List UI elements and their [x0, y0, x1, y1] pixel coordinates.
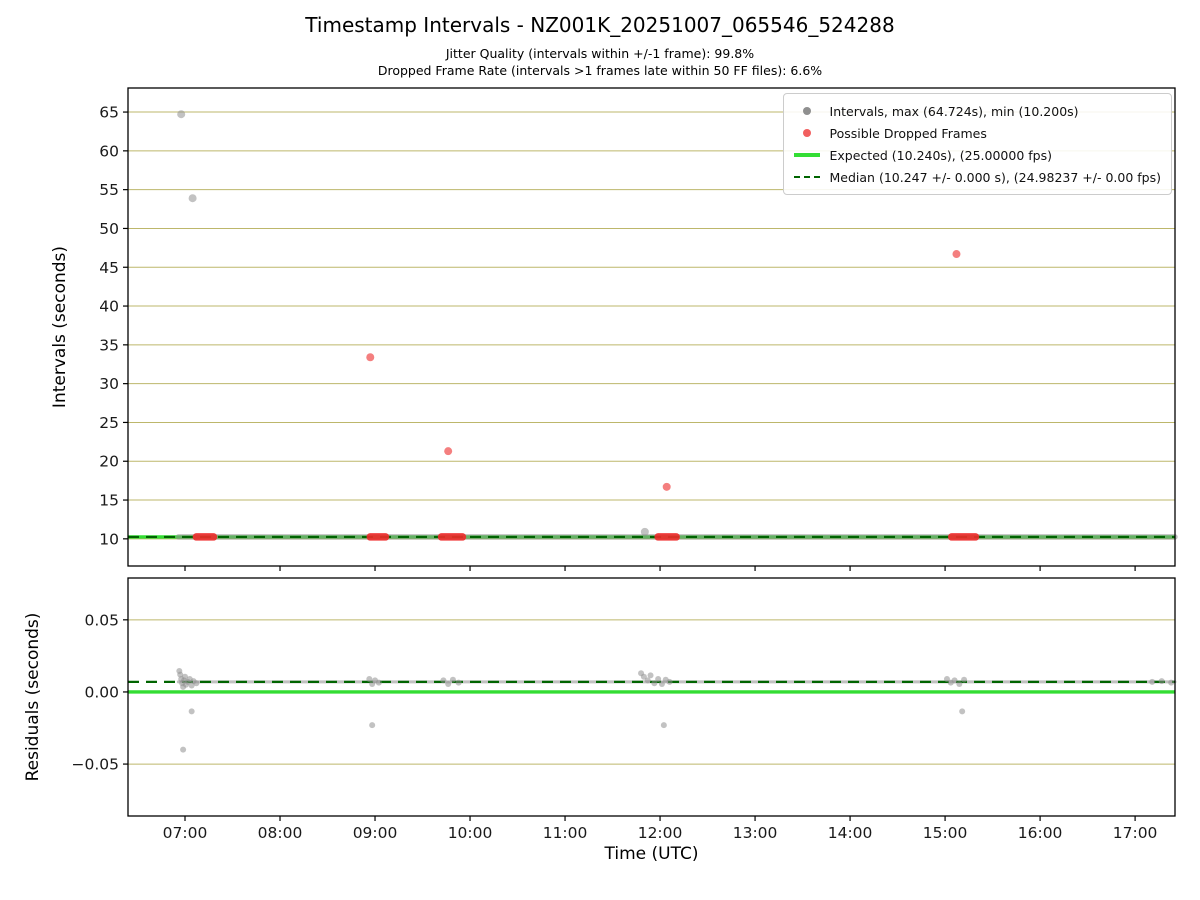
interval-point — [182, 673, 189, 680]
interval-point — [956, 681, 963, 688]
interval-point — [449, 676, 456, 683]
tick-label: 13:00 — [733, 824, 778, 842]
legend-entry: Intervals, max (64.724s), min (10.200s) — [792, 100, 1161, 122]
x-axis-label-time-utc: Time (UTC) — [604, 844, 699, 864]
interval-point — [951, 677, 958, 684]
interval-point — [1168, 679, 1175, 686]
axes-spines — [127, 577, 1176, 817]
interval-point — [366, 675, 373, 682]
chart-subtitle-jitter-quality: Jitter Quality (intervals within +/-1 fr… — [445, 46, 755, 61]
legend: Intervals, max (64.724s), min (10.200s) P… — [782, 93, 1172, 195]
tick-label: 30 — [99, 375, 119, 393]
tick-label: 14:00 — [828, 824, 873, 842]
tick-label: 20 — [99, 453, 119, 471]
tick-label: 60 — [99, 142, 119, 160]
interval-point — [177, 110, 186, 119]
interval-point — [193, 680, 200, 687]
interval-point — [375, 679, 382, 686]
tick-label: 0.00 — [84, 683, 119, 701]
interval-point — [188, 708, 195, 715]
dropped-frame-point — [952, 250, 961, 259]
interval-point — [651, 680, 658, 687]
interval-point — [959, 708, 966, 715]
interval-point — [455, 679, 462, 686]
dashed-line-legend-icon — [792, 176, 822, 178]
interval-point — [961, 676, 968, 683]
tick-label: 08:00 — [258, 824, 303, 842]
interval-point — [369, 722, 376, 729]
tick-label: 17:00 — [1113, 824, 1158, 842]
interval-point — [1158, 678, 1165, 685]
interval-point — [647, 672, 654, 679]
interval-point — [1149, 678, 1156, 685]
dropped-frame-point — [366, 353, 375, 362]
interval-point — [660, 722, 667, 729]
tick-label: 35 — [99, 336, 119, 354]
solid-line-legend-icon — [792, 153, 822, 157]
legend-label: Possible Dropped Frames — [829, 125, 987, 141]
tick-label: 40 — [99, 298, 119, 316]
tick-label: 15:00 — [923, 824, 968, 842]
tick-label: 50 — [99, 220, 119, 238]
legend-label: Intervals, max (64.724s), min (10.200s) — [829, 103, 1079, 119]
legend-entry: Expected (10.240s), (25.00000 fps) — [792, 144, 1161, 166]
tick-label: 25 — [99, 414, 119, 432]
legend-label: Expected (10.240s), (25.00000 fps) — [829, 147, 1052, 163]
tick-label: 10 — [99, 530, 119, 548]
tick-label: 16:00 — [1018, 824, 1063, 842]
interval-point — [640, 527, 649, 536]
tick-label: 12:00 — [638, 824, 683, 842]
dropped-frame-point — [662, 482, 671, 491]
interval-point — [666, 678, 673, 685]
interval-point — [440, 677, 447, 684]
tick-label: 11:00 — [543, 824, 588, 842]
dropped-frame-point — [444, 447, 453, 456]
interval-point — [445, 681, 452, 688]
tick-label: 10:00 — [448, 824, 493, 842]
tick-label: 09:00 — [353, 824, 398, 842]
tick-label: 55 — [99, 181, 119, 199]
interval-point — [644, 677, 651, 684]
legend-label: Median (10.247 +/- 0.000 s), (24.98237 +… — [829, 169, 1161, 185]
tick-label: 45 — [99, 259, 119, 277]
tick-label: 07:00 — [163, 824, 208, 842]
axes-spines — [127, 87, 1176, 567]
tick-label: 65 — [99, 104, 119, 122]
tick-label: −0.05 — [72, 756, 120, 774]
interval-point — [658, 681, 665, 688]
chart-subtitle-dropped-frame-rate: Dropped Frame Rate (intervals >1 frames … — [377, 63, 823, 78]
interval-point — [655, 675, 662, 682]
y-axis-label-intervals: Intervals (seconds) — [50, 245, 70, 409]
interval-point — [180, 746, 187, 753]
tick-label: 15 — [99, 492, 119, 510]
dot-legend-icon — [792, 107, 822, 115]
interval-point — [640, 673, 647, 680]
y-axis-label-residuals: Residuals (seconds) — [23, 612, 43, 782]
legend-entry: Median (10.247 +/- 0.000 s), (24.98237 +… — [792, 166, 1161, 188]
interval-point — [943, 675, 950, 682]
dot-legend-icon — [792, 129, 822, 137]
legend-entry: Possible Dropped Frames — [792, 122, 1161, 144]
tick-label: 0.05 — [84, 611, 119, 629]
interval-point — [188, 194, 197, 203]
chart-title: Timestamp Intervals - NZ001K_20251007_06… — [305, 13, 895, 37]
